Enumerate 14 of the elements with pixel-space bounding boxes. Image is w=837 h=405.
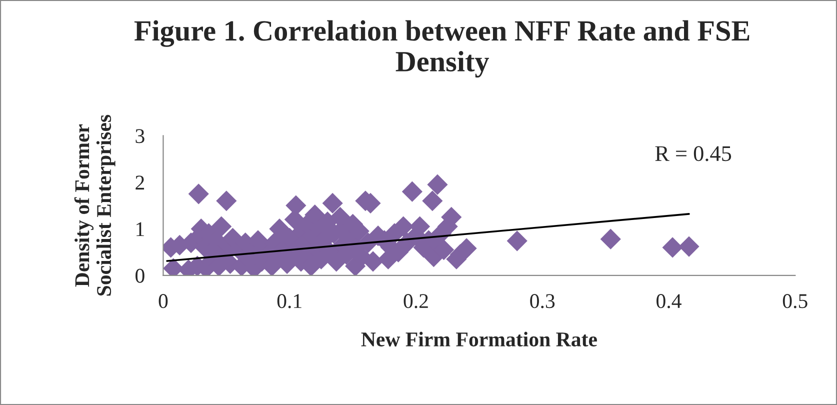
annotation: R = 0.45 xyxy=(655,146,732,162)
x-tick-label: 0.3 xyxy=(530,294,555,308)
y-tick-label: 2 xyxy=(136,176,144,190)
chart-title: Figure 1. Correlation between NFF Rate and FSE Density xyxy=(134,20,750,78)
x-tick-label: 0.5 xyxy=(782,294,808,308)
x-tick-label: 0.2 xyxy=(404,294,428,308)
x-tick-label: 0 xyxy=(158,294,168,308)
y-tick-label: 0 xyxy=(136,268,144,283)
y-axis-title: Density of Former Socialist Enterprises xyxy=(74,114,116,296)
y-tick-label: 3 xyxy=(136,129,144,144)
y-tick-label: 1 xyxy=(136,222,144,236)
x-tick-label: 0.1 xyxy=(277,294,302,308)
x-axis-title: New Firm Formation Rate xyxy=(361,332,597,346)
x-tick-label: 0.4 xyxy=(656,294,682,308)
